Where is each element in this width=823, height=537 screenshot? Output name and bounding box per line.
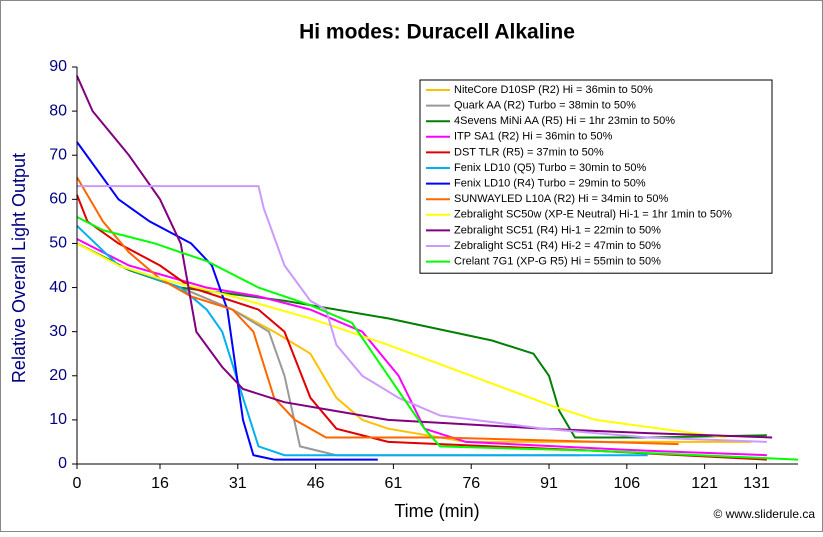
y-tick-label: 50 [49, 235, 67, 252]
series-line [76, 216, 799, 461]
y-tick-label: 70 [49, 146, 67, 163]
x-tick-label: 0 [73, 475, 82, 492]
y-tick-label: 30 [49, 323, 67, 340]
y-tick-label: 80 [49, 102, 67, 119]
y-tick-label: 60 [49, 191, 67, 208]
legend-label: Zebralight SC50w (XP-E Neutral) Hi-1 = 1… [454, 209, 732, 221]
legend-label: Fenix LD10 (R4) Turbo = 29min to 50% [454, 178, 646, 190]
y-tick-label: 20 [49, 367, 67, 384]
legend-label: ITP SA1 (R2) Hi = 36min to 50% [454, 131, 613, 143]
x-tick-label: 91 [540, 475, 558, 492]
legend-label: Zebralight SC51 (R4) Hi-1 = 22min to 50% [454, 224, 661, 236]
y-tick-label: 90 [49, 58, 67, 75]
x-tick-label: 106 [613, 475, 640, 492]
x-tick-label: 76 [462, 475, 480, 492]
legend-label: Fenix LD10 (Q5) Turbo = 30min to 50% [454, 162, 647, 174]
x-tick-label: 121 [691, 475, 718, 492]
legend: NiteCore D10SP (R2) Hi = 36min to 50% Qua… [419, 79, 773, 274]
series-line [76, 141, 378, 461]
legend-label: Zebralight SC51 (R4) Hi-2 = 47min to 50% [454, 240, 661, 252]
y-axis-label: Relative Overall Light Output [9, 153, 29, 383]
legend-label: 4Sevens MiNi AA (R5) Hi = 1hr 23min to 5… [454, 115, 675, 127]
legend-label: NiteCore D10SP (R2) Hi = 36min to 50% [454, 84, 653, 96]
x-tick-label: 46 [307, 475, 325, 492]
series-line [76, 194, 767, 461]
x-tick-label: 16 [151, 475, 169, 492]
series-line [76, 242, 726, 439]
chart-title: Hi modes: Duracell Alkaline [299, 21, 575, 44]
x-tick-label: 61 [385, 475, 403, 492]
series-line [76, 75, 773, 439]
y-tick-label: 40 [49, 279, 67, 296]
series-line [77, 185, 767, 443]
x-axis-label: Time (min) [394, 501, 479, 521]
x-tick-label: 131 [743, 475, 770, 492]
x-tick-label: 31 [229, 475, 247, 492]
series-line [76, 176, 679, 446]
legend-label: Quark AA (R2) Turbo = 38min to 50% [454, 100, 636, 112]
legend-label: Crelant 7G1 (XP-G R5) Hi = 55min to 50% [454, 256, 661, 268]
legend-label: DST TLR (R5) = 37min to 50% [454, 146, 604, 158]
legend-box [419, 79, 773, 274]
footer: © www.sliderule.ca [713, 507, 815, 521]
legend-label: SUNWAYLED L10A (R2) Hi = 34min to 50% [454, 193, 668, 205]
y-tick-label: 10 [49, 411, 67, 428]
y-tick-label: 0 [58, 455, 67, 472]
